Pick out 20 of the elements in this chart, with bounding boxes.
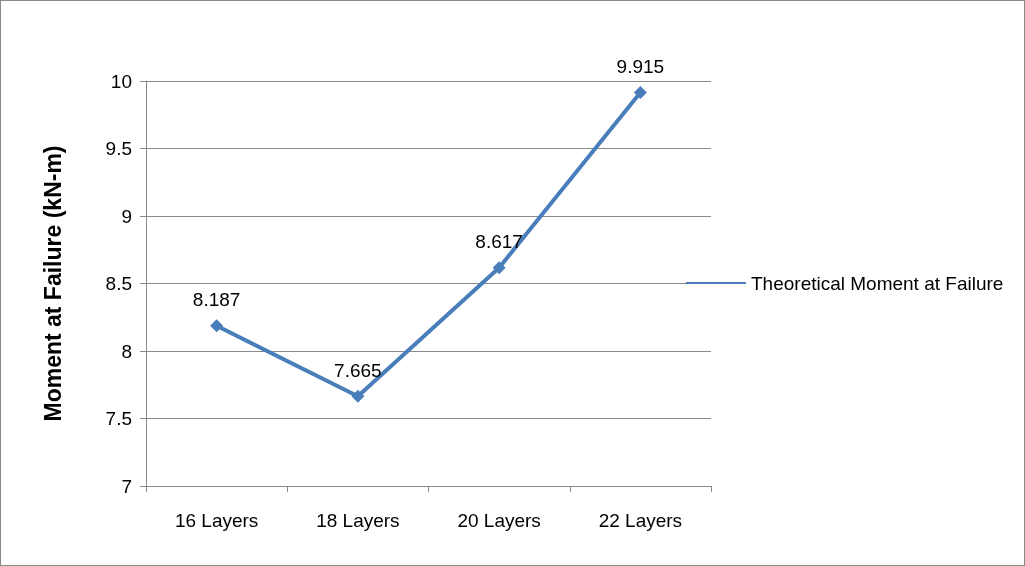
- legend-label: Theoretical Moment at Failure: [751, 272, 1004, 294]
- y-tick-label: 9: [121, 205, 132, 227]
- y-tick-label: 10: [110, 70, 132, 92]
- y-tick-label: 7.5: [105, 408, 132, 429]
- data-label: 9.915: [616, 55, 665, 77]
- x-tick-label: 22 Layers: [598, 510, 683, 531]
- data-label: 7.665: [334, 359, 382, 381]
- point: [633, 85, 647, 99]
- y-tick-label: 7: [121, 475, 132, 497]
- x-tick-label: 18 Layers: [316, 510, 400, 531]
- x-tick-label: 20 Layers: [457, 510, 541, 531]
- y-tick-label: 9.5: [105, 138, 132, 159]
- point: [492, 261, 506, 275]
- data-label: 8.187: [192, 289, 241, 311]
- point: [351, 389, 365, 403]
- x-tick-label: 16 Layers: [174, 510, 259, 531]
- y-axis-title: Moment at Failure (kN-m): [39, 145, 66, 422]
- point: [210, 319, 224, 333]
- y-tick-label: 8.5: [105, 273, 132, 294]
- y-tick-label: 8: [121, 340, 132, 362]
